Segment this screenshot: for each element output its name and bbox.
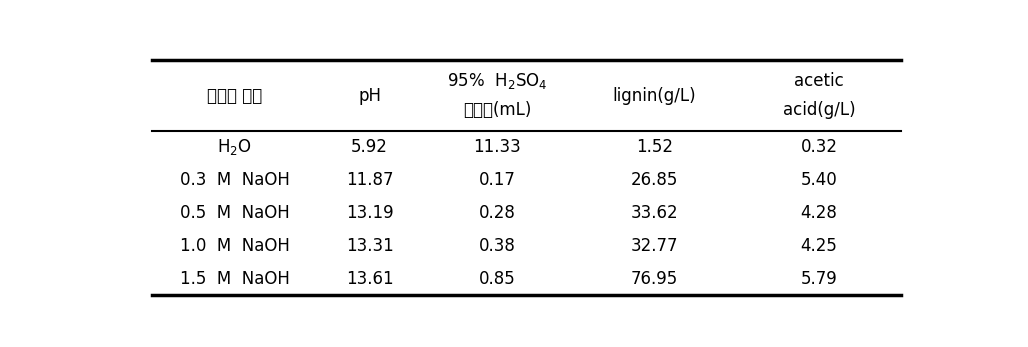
Text: acid(g/L): acid(g/L) [782,101,855,119]
Text: 첨가량(mL): 첨가량(mL) [463,101,531,119]
Text: 76.95: 76.95 [630,270,677,288]
Text: 4.25: 4.25 [801,237,838,255]
Text: 5.92: 5.92 [352,138,388,156]
Text: pH: pH [358,87,381,104]
Text: lignin(g/L): lignin(g/L) [613,87,696,104]
Text: H$_2$O: H$_2$O [218,137,252,157]
Text: 5.40: 5.40 [801,171,837,189]
Text: 32.77: 32.77 [630,237,677,255]
Text: 1.0  M  NaOH: 1.0 M NaOH [180,237,290,255]
Text: 13.19: 13.19 [345,204,394,222]
Text: 13.61: 13.61 [345,270,394,288]
Text: 0.32: 0.32 [801,138,838,156]
Text: 33.62: 33.62 [630,204,678,222]
Text: acetic: acetic [794,72,844,90]
Text: 11.33: 11.33 [473,138,521,156]
Text: 0.28: 0.28 [478,204,515,222]
Text: 1.5  M  NaOH: 1.5 M NaOH [180,270,290,288]
Text: 0.5  M  NaOH: 0.5 M NaOH [180,204,290,222]
Text: 4.28: 4.28 [801,204,838,222]
Text: 5.79: 5.79 [801,270,837,288]
Text: 95%  H$_2$SO$_4$: 95% H$_2$SO$_4$ [446,71,547,91]
Text: 전처리 용매: 전처리 용매 [208,87,262,104]
Text: 11.87: 11.87 [345,171,394,189]
Text: 0.3  M  NaOH: 0.3 M NaOH [180,171,290,189]
Text: 0.85: 0.85 [478,270,515,288]
Text: 0.17: 0.17 [478,171,515,189]
Text: 1.52: 1.52 [635,138,672,156]
Text: 26.85: 26.85 [630,171,677,189]
Text: 0.38: 0.38 [478,237,515,255]
Text: 13.31: 13.31 [345,237,394,255]
